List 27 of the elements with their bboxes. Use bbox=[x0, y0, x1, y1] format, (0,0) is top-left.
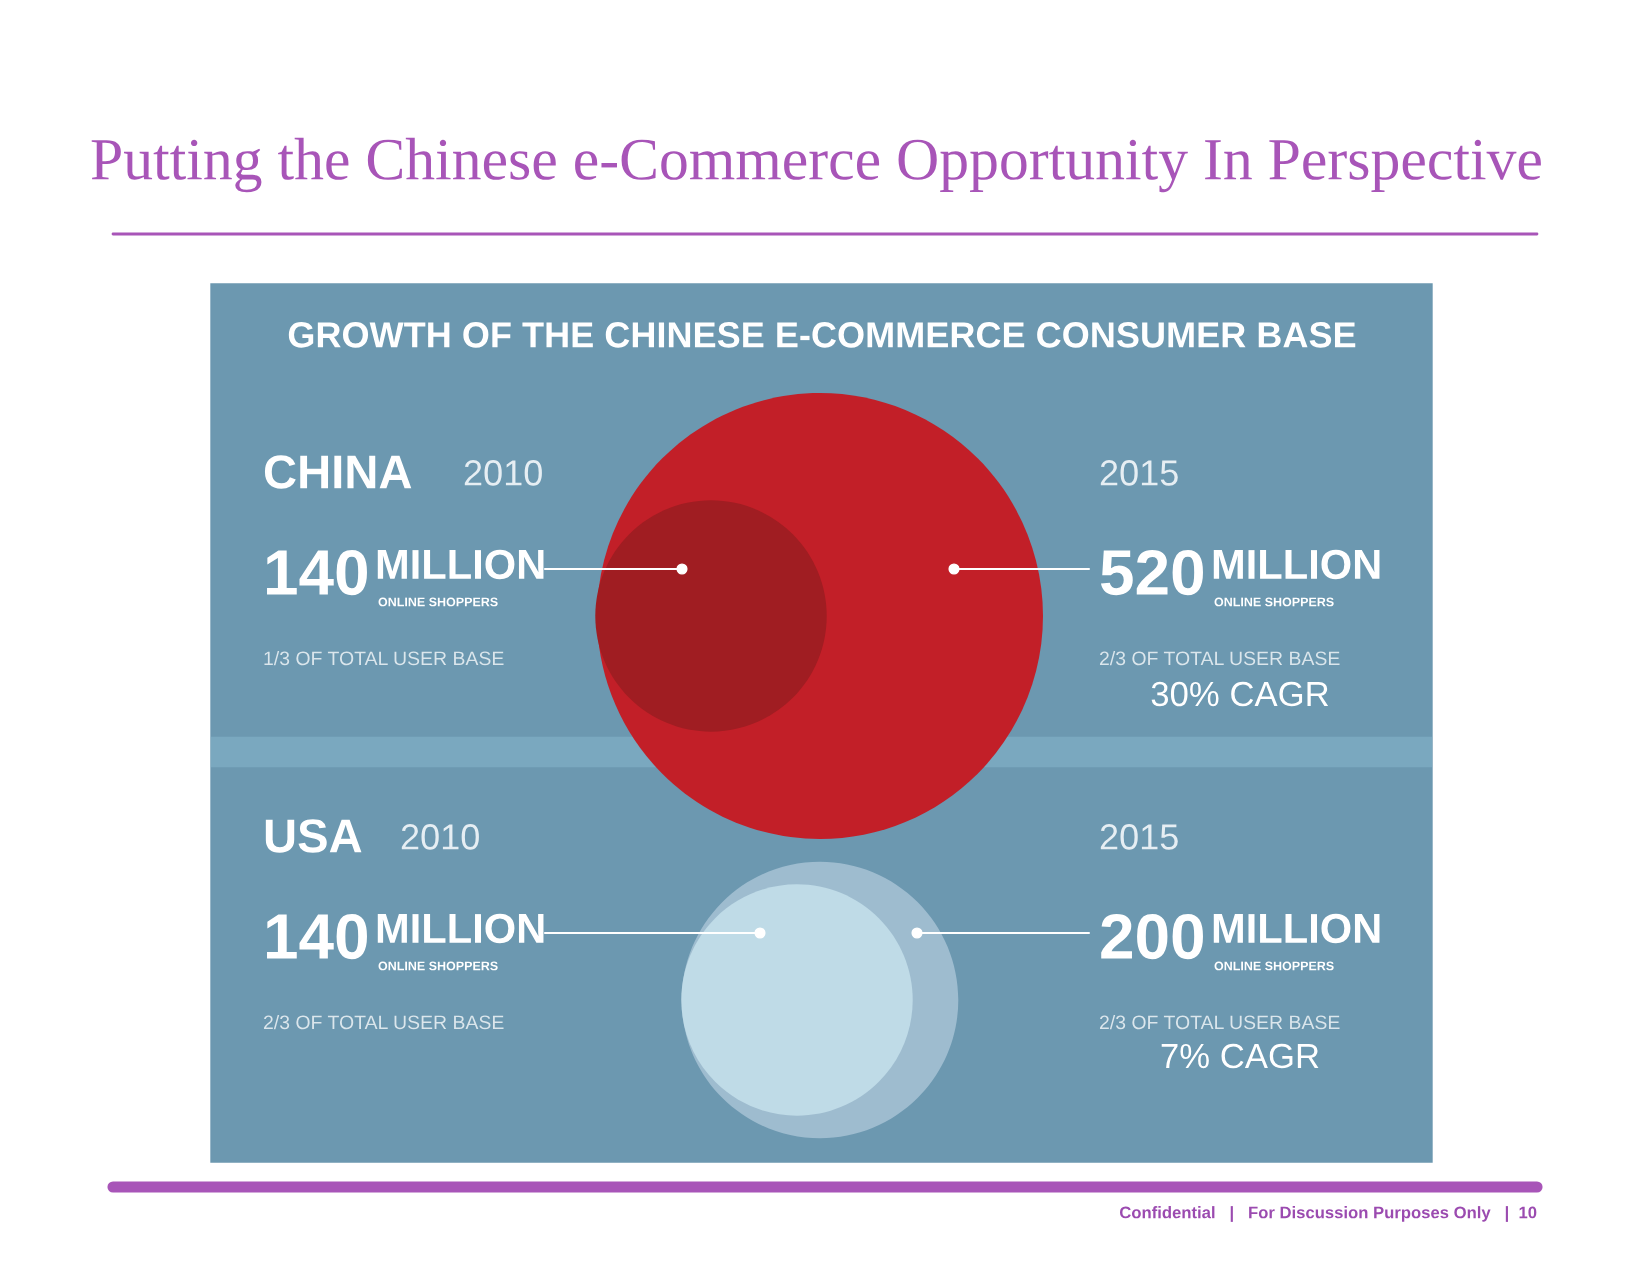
text: GROWTH OF THE CHINESE E-COMMERCE CONSUMER BASE bbox=[288, 322, 1356, 348]
text: Confidential | For Discussion Purposes Only | 10 bbox=[1119, 1206, 1537, 1222]
text: 2015 bbox=[1100, 460, 1178, 486]
text: ONLINE SHOPPERS bbox=[1214, 597, 1334, 607]
text: 2010 bbox=[464, 460, 542, 486]
text: 2/3 OF TOTAL USER BASE bbox=[1099, 650, 1340, 666]
text: 2/3 OF TOTAL USER BASE bbox=[263, 1014, 504, 1030]
text: 2015 bbox=[1100, 824, 1178, 850]
text: 2010 bbox=[401, 824, 479, 850]
data-label: 140 bbox=[267, 913, 367, 960]
text: MILLION bbox=[1213, 549, 1380, 580]
text: ONLINE SHOPPERS bbox=[378, 597, 498, 607]
text: MILLION bbox=[1213, 913, 1380, 944]
text: ONLINE SHOPPERS bbox=[1214, 961, 1334, 971]
text: 2/3 OF TOTAL USER BASE bbox=[1099, 1014, 1340, 1030]
text: 7% CAGR bbox=[1161, 1043, 1319, 1069]
data-label: 140 bbox=[267, 549, 367, 596]
text: ONLINE SHOPPERS bbox=[378, 961, 498, 971]
text: MILLION bbox=[377, 549, 544, 580]
text: Putting the Chinese e-Commerce Opportunity In Perspective bbox=[91, 137, 1541, 193]
text: MILLION bbox=[377, 913, 544, 944]
data-label: 200 bbox=[1101, 913, 1203, 960]
category-label: CHINA bbox=[264, 455, 412, 489]
text: 30% CAGR bbox=[1151, 681, 1329, 707]
text: 1/3 OF TOTAL USER BASE bbox=[264, 650, 504, 666]
category-label: USA bbox=[265, 819, 362, 853]
data-label: 520 bbox=[1100, 549, 1203, 596]
